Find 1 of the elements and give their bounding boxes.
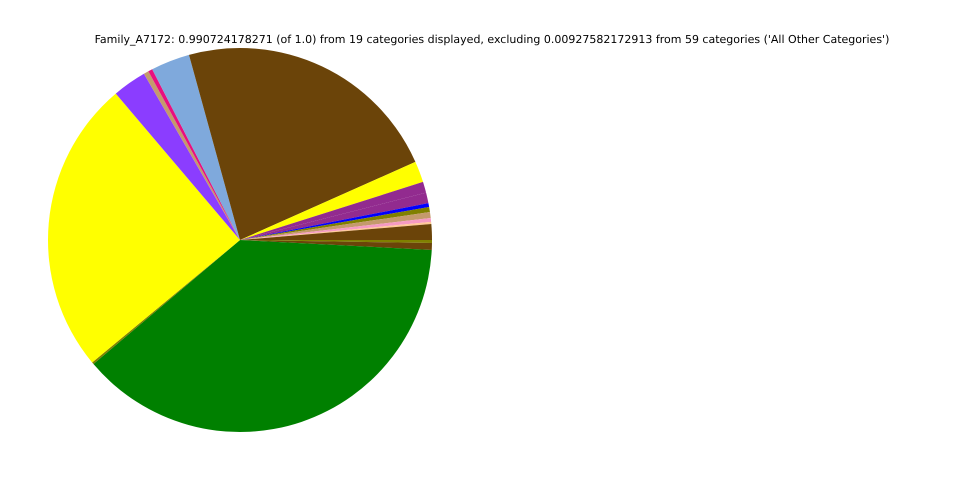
text: Family_A7172: 0.990724178271 (of 1.0) from 19 categories displayed, excluding 0.00927582172913 from 59 categories ('All Other Categories') [94,33,890,46]
